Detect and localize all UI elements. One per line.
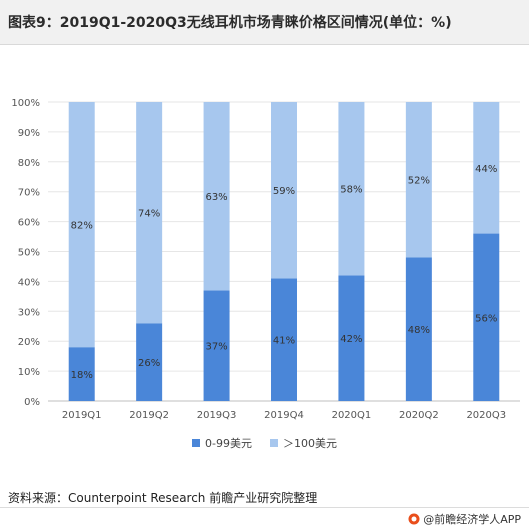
x-tick-label: 2019Q3: [197, 410, 237, 421]
bar-high: [203, 102, 230, 291]
data-label: 37%: [205, 342, 227, 353]
y-tick-label: 100%: [11, 98, 40, 109]
brand-text: @前瞻经济学人APP: [423, 513, 521, 526]
bar-high: [136, 102, 163, 324]
y-tick-label: 70%: [18, 188, 40, 199]
data-label: 52%: [408, 176, 430, 187]
bar-high: [405, 102, 432, 258]
title-bar: 图表9：2019Q1-2020Q3无线耳机市场青睐价格区间情况(单位：%): [0, 0, 529, 45]
data-label: 82%: [71, 221, 93, 232]
y-tick-label: 0%: [24, 397, 40, 408]
legend-item-low: 0-99美元: [192, 435, 252, 451]
bar-low: [271, 278, 297, 401]
x-tick-label: 2019Q4: [264, 410, 304, 421]
y-tick-label: 60%: [18, 218, 40, 229]
x-tick-label: 2020Q3: [466, 410, 506, 421]
data-label: 44%: [475, 164, 497, 175]
data-label: 63%: [205, 192, 227, 203]
data-label: 48%: [408, 325, 430, 336]
y-tick-label: 20%: [18, 337, 40, 348]
legend-item-high: ＞100美元: [269, 435, 337, 451]
y-tick-label: 90%: [18, 128, 40, 139]
data-label: 74%: [138, 209, 160, 220]
y-tick-label: 80%: [18, 158, 40, 169]
stacked-bar-chart: 0% 10% 20% 30% 40% 50% 60% 70% 80% 90% 100% 18% 82% 2…: [11, 98, 520, 421]
y-tick-label: 30%: [18, 307, 40, 318]
x-tick-label: 2020Q2: [399, 410, 439, 421]
source-note: 资料来源：Counterpoint Research 前瞻产业研究院整理: [8, 491, 318, 505]
bar-high: [473, 102, 500, 234]
y-tick-label: 40%: [18, 277, 40, 288]
bar-low: [68, 347, 95, 401]
chart-title: 图表9：2019Q1-2020Q3无线耳机市场青睐价格区间情况(单位：%): [8, 15, 452, 31]
bar-low: [136, 323, 163, 401]
bar-high: [338, 102, 365, 276]
legend-label-high: ＞100美元: [282, 437, 337, 450]
data-label: 41%: [273, 336, 295, 347]
bar-low: [338, 275, 365, 401]
y-tick-label: 50%: [18, 248, 40, 259]
x-tick-label: 2019Q1: [62, 410, 102, 421]
y-tick-label: 10%: [18, 367, 40, 378]
x-tick-label: 2020Q1: [332, 410, 372, 421]
data-label: 56%: [475, 313, 497, 324]
legend-swatch-high: [269, 439, 278, 447]
x-tick-label: 2019Q2: [129, 410, 169, 421]
legend-label-low: 0-99美元: [205, 437, 252, 450]
legend-swatch-low: [192, 439, 201, 447]
bar-high: [68, 102, 95, 348]
data-label: 18%: [71, 370, 93, 381]
data-label: 58%: [340, 185, 362, 196]
bar-high: [271, 102, 297, 279]
data-label: 42%: [340, 334, 362, 345]
bar-low: [405, 257, 432, 401]
bar-low: [473, 233, 500, 401]
chart-legend: 0-99美元 ＞100美元: [0, 435, 529, 451]
brand-logo-icon: [408, 513, 420, 525]
data-label: 26%: [138, 358, 160, 369]
footer-divider: [0, 507, 529, 508]
bar-low: [203, 290, 230, 401]
brand-mark: @前瞻经济学人APP: [408, 511, 521, 527]
data-label: 59%: [273, 186, 295, 197]
